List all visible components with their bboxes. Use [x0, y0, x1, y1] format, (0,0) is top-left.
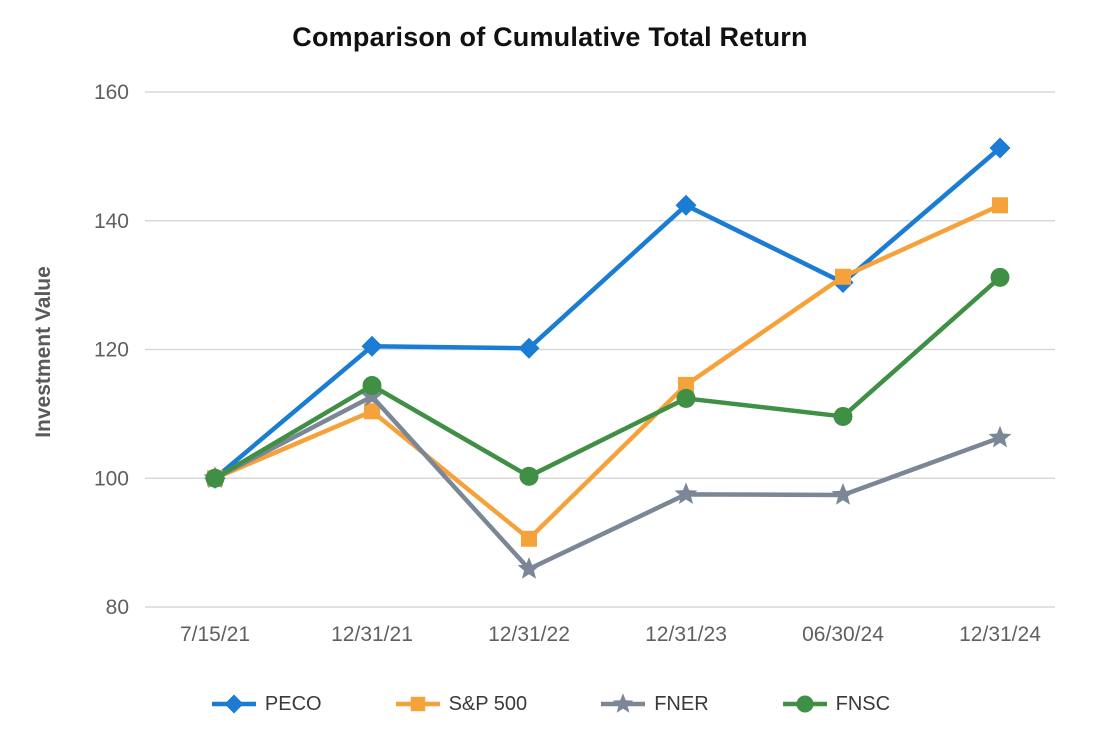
star-marker [612, 693, 634, 713]
square-marker [364, 403, 380, 420]
circle-marker [676, 388, 696, 408]
x-tick-label: 12/31/23 [645, 623, 727, 646]
square-marker [410, 696, 425, 712]
square-marker [992, 197, 1008, 214]
circle-marker [796, 695, 814, 713]
y-tick-label: 80 [106, 596, 129, 619]
circle-marker [519, 466, 539, 486]
series-line [212, 394, 1003, 572]
series-line [212, 145, 1003, 481]
circle-marker [990, 267, 1010, 287]
y-axis-label: Investment Value [32, 266, 55, 438]
circle-marker [205, 468, 225, 488]
star-marker [517, 557, 541, 579]
legend-label: S&P 500 [448, 692, 528, 715]
series-s-p-500 [207, 197, 1008, 547]
legend-item-s-p-500: S&P 500 [394, 692, 528, 716]
diamond-marker [518, 337, 540, 359]
circle-marker [833, 406, 853, 426]
square-marker [521, 530, 537, 547]
circle-marker [362, 376, 382, 396]
x-tick-label: 7/15/21 [180, 623, 250, 646]
series-line [212, 275, 1003, 481]
y-tick-label: 140 [94, 210, 129, 233]
x-tick-label: 12/31/22 [488, 623, 570, 646]
circle-legend-icon [782, 695, 827, 713]
square-marker [835, 268, 851, 285]
diamond-legend-icon [211, 694, 256, 714]
legend-label: FNSC [835, 692, 891, 715]
legend-item-fnsc: FNSC [781, 692, 890, 716]
star-marker [360, 384, 384, 407]
diamond-marker [224, 694, 244, 714]
legend-label: PECO [264, 692, 322, 715]
star-marker [674, 482, 698, 505]
star-marker [988, 425, 1012, 448]
x-tick-label: 12/31/21 [331, 623, 413, 646]
legend-label: FNER [654, 692, 709, 715]
y-tick-label: 120 [94, 339, 129, 362]
legend-item-peco: PECO [210, 692, 322, 716]
diamond-marker [361, 335, 383, 357]
legend-item-fner: FNER [599, 692, 709, 716]
y-tick-label: 100 [94, 467, 129, 490]
x-tick-label: 12/31/24 [959, 623, 1041, 646]
chart-title: Comparison of Cumulative Total Return [292, 22, 808, 52]
star-marker [831, 482, 855, 505]
square-marker [678, 376, 694, 393]
square-legend-icon [395, 696, 440, 712]
star-legend-icon [601, 693, 646, 713]
diamond-marker [675, 194, 697, 216]
series-line [212, 203, 1003, 542]
series-fnsc [205, 267, 1010, 488]
diamond-marker [989, 137, 1011, 159]
x-tick-label: 06/30/24 [802, 623, 884, 646]
legend: PECO S&P 500 FNER FNSC [0, 692, 1100, 716]
y-tick-label: 160 [94, 81, 129, 104]
